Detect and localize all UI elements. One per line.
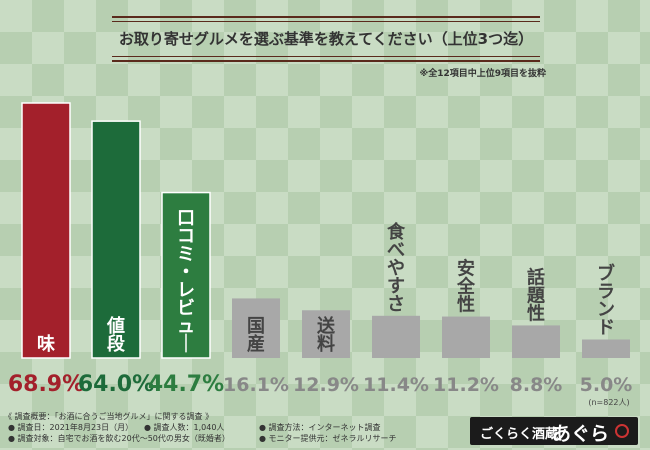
category-label-1: 味 xyxy=(37,334,55,355)
value-label-7: 11.2% xyxy=(433,374,499,396)
brand-seal-icon xyxy=(615,424,629,438)
value-label-6: 11.4% xyxy=(363,374,429,396)
bar-9 xyxy=(582,339,630,358)
value-label-1: 68.9% xyxy=(8,372,84,397)
value-label-9: 5.0% xyxy=(580,374,633,396)
category-label-2: 値段 xyxy=(106,315,126,355)
bar-1 xyxy=(21,102,71,359)
brand-main-text: あぐら xyxy=(552,423,610,445)
footer-count: ● 調査人数：1,040人 xyxy=(144,423,225,432)
category-label-5: 送料 xyxy=(316,315,336,355)
footer-method: ● 調査方法：インターネット調査 xyxy=(259,423,381,432)
bar-5 xyxy=(302,310,350,358)
bar-4 xyxy=(232,298,280,358)
footer-date: ● 調査日：2021年8月23日（月） xyxy=(8,423,134,432)
footer-title: 《 調査概要：「お酒に合うご当地グルメ」に関する調査 》 xyxy=(4,412,214,421)
chart-note: ※全12項目中上位9項目を抜粋 xyxy=(419,69,546,79)
bar-6 xyxy=(372,315,420,358)
bar-3 xyxy=(161,191,211,359)
value-label-8: 8.8% xyxy=(510,374,563,396)
bar-7 xyxy=(442,316,490,358)
chart-title: お取り寄せグルメを選ぶ基準を教えてください（上位3つ迄） xyxy=(118,30,534,48)
value-label-2: 64.0% xyxy=(78,372,154,397)
category-label-8: 話題性 xyxy=(527,266,546,324)
brand-sub-text: ごくらく酒蔵 xyxy=(480,427,559,442)
footer-target: ● 調査対象：自宅でお酒を飲む20代～50代の男女（既婚者） xyxy=(8,434,230,443)
sample-size-note: (n=822人) xyxy=(588,398,629,407)
value-label-3: 44.7% xyxy=(148,372,224,397)
category-label-3: 口コミ・レビュ｜ xyxy=(177,208,195,355)
brand-logo: ごくらく酒蔵 あぐら xyxy=(470,417,638,445)
bar-2 xyxy=(91,120,141,359)
category-label-9: ブランド xyxy=(597,262,615,338)
category-label-7: 安全性 xyxy=(456,258,476,316)
bar-8 xyxy=(512,325,560,358)
value-label-4: 16.1% xyxy=(223,374,289,396)
category-label-4: 国産 xyxy=(247,316,265,355)
footer-provider: ● モニター提供元：ゼネラルリサーチ xyxy=(259,434,397,443)
category-label-6: 食べやすさ xyxy=(386,221,406,315)
value-label-5: 12.9% xyxy=(293,374,359,396)
title-frame: お取り寄せグルメを選ぶ基準を教えてください（上位3つ迄） xyxy=(112,16,540,62)
